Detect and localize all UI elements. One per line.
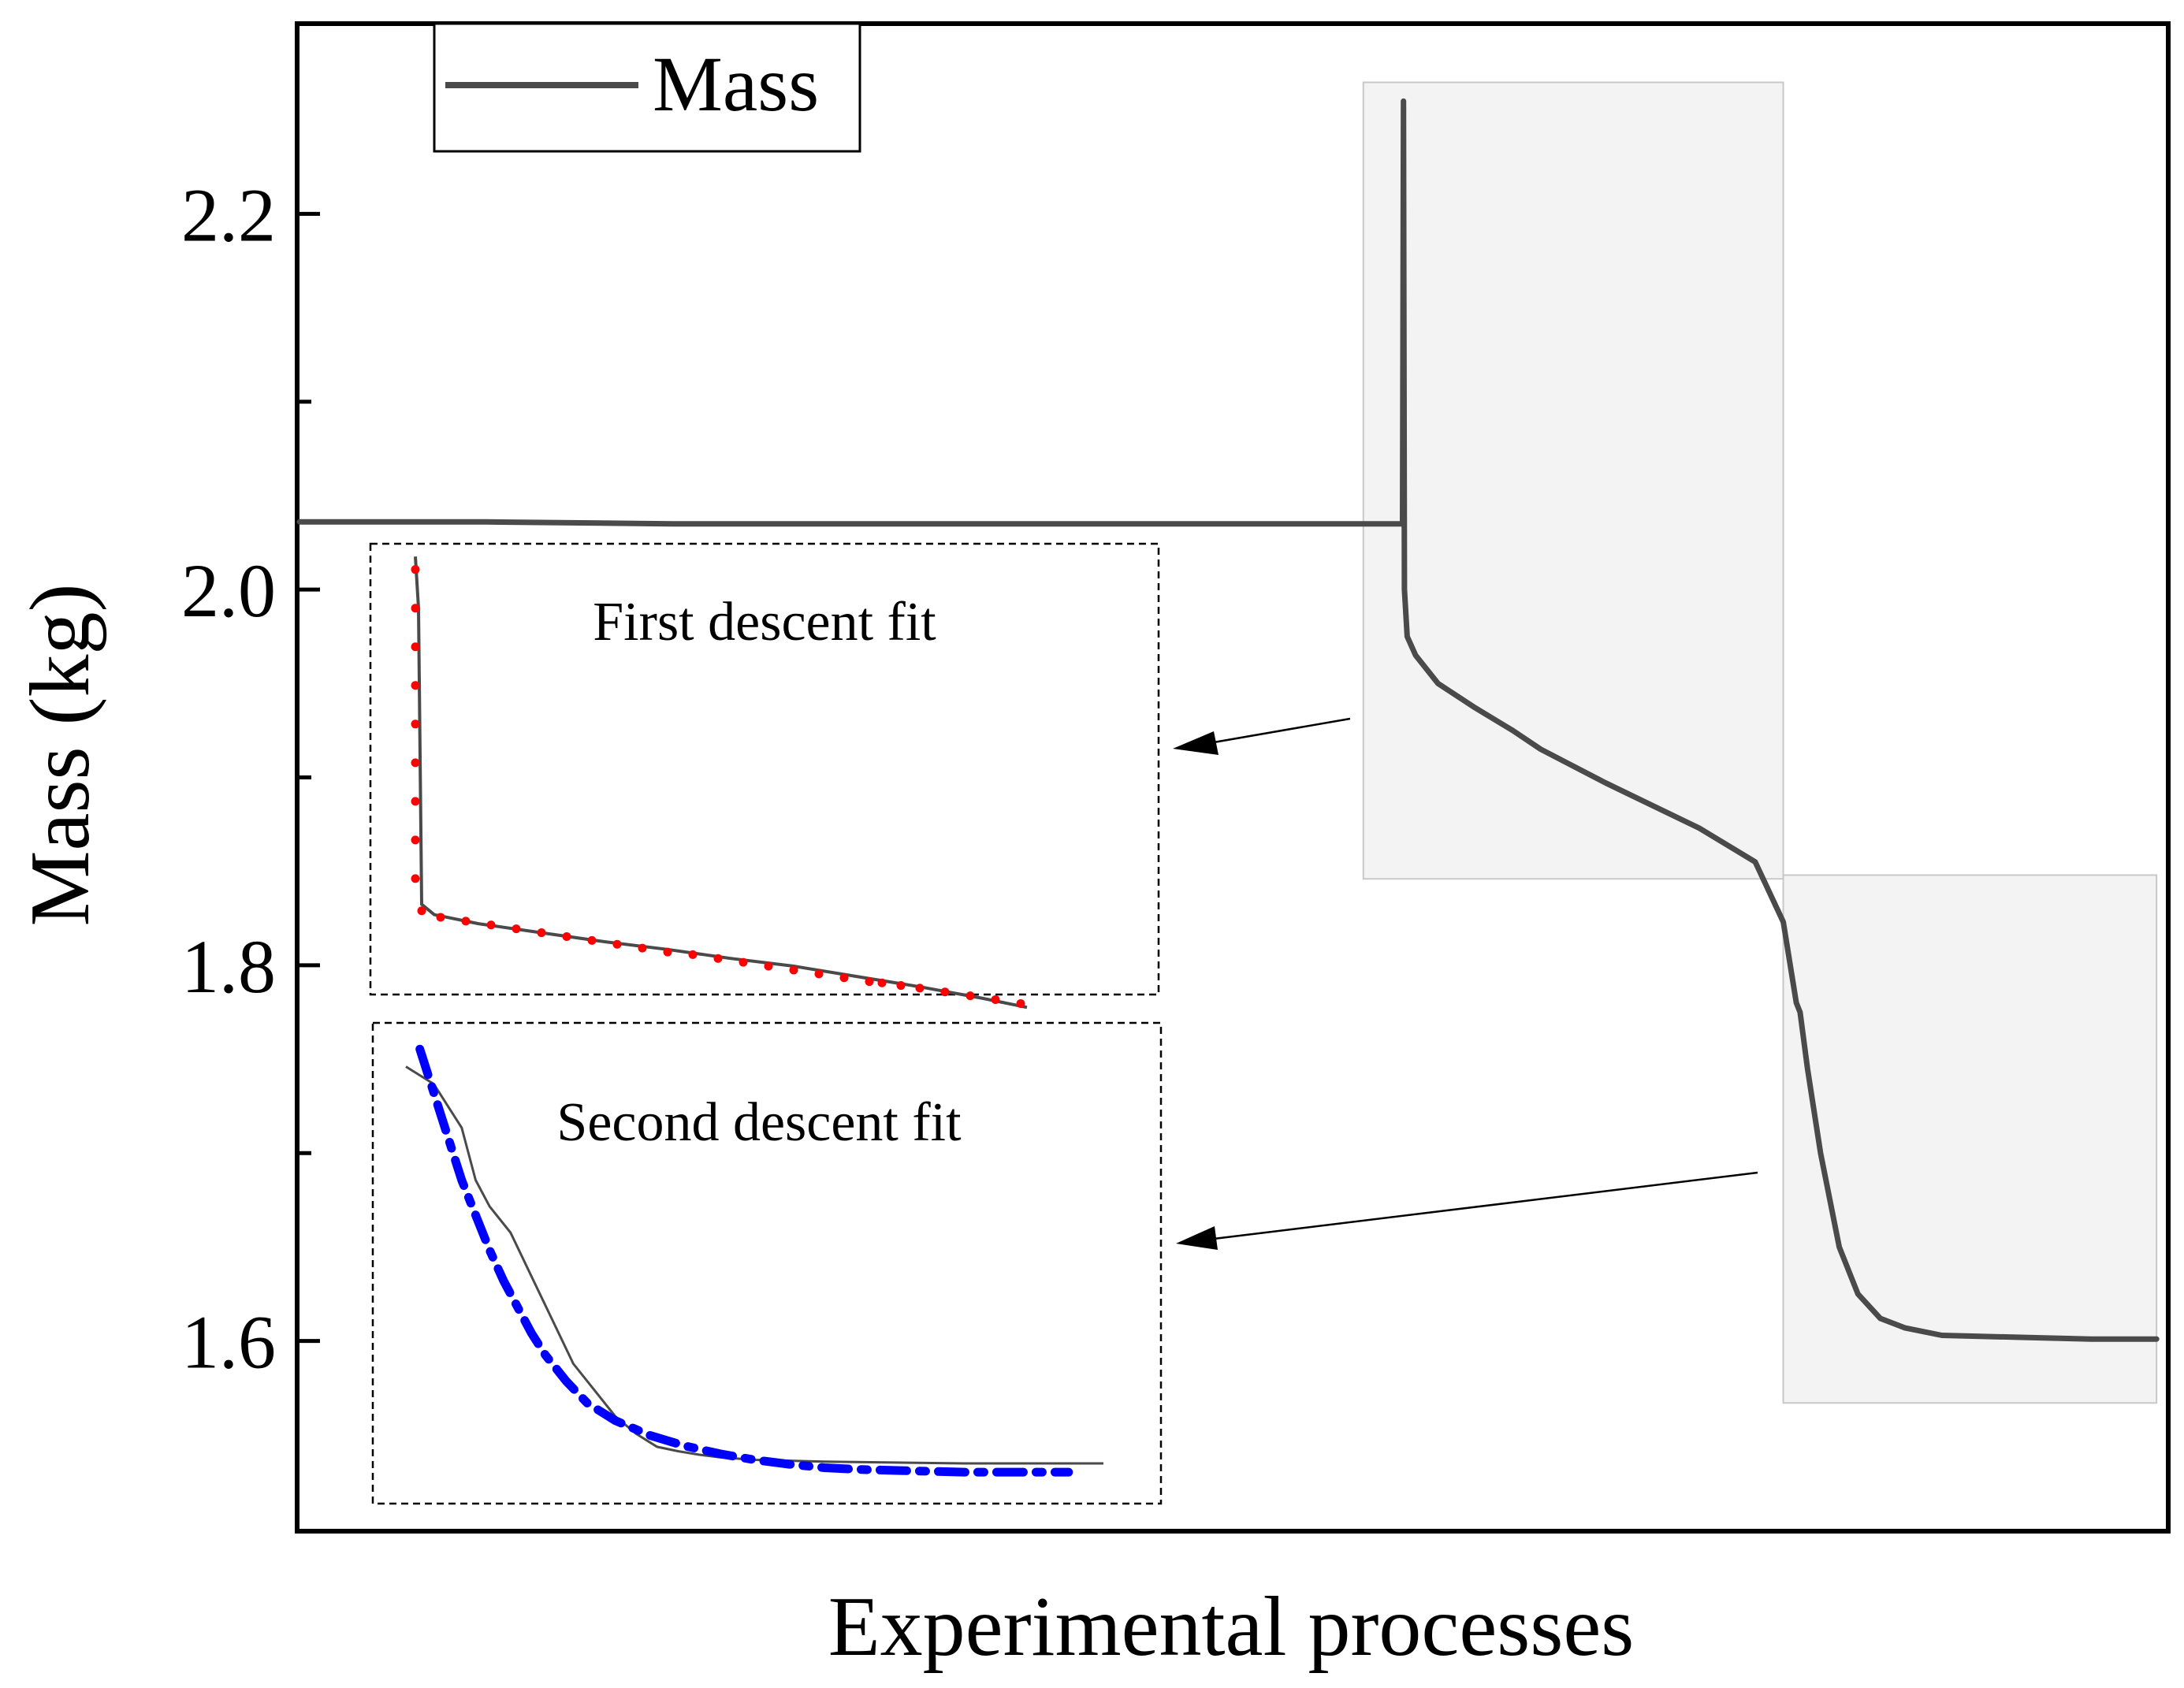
first-inset-fit-point bbox=[940, 987, 950, 997]
first-inset-fit-point bbox=[877, 978, 887, 987]
first-inset-fit-point bbox=[814, 969, 824, 979]
first-inset-frame bbox=[369, 542, 1160, 996]
first-inset-title: First descent fit bbox=[593, 592, 936, 653]
first-inset-fit-point bbox=[764, 961, 773, 971]
first-inset-fit-point bbox=[739, 957, 748, 967]
first-inset-fit-point bbox=[915, 983, 925, 993]
first-inset-measured-line bbox=[414, 556, 1028, 1009]
first-inset-fit-point bbox=[587, 935, 597, 945]
first-inset-fit-points bbox=[411, 565, 1025, 1008]
first-descent-region bbox=[1362, 81, 1784, 880]
legend: Mass bbox=[433, 22, 861, 153]
first-descent-inset: First descent fit bbox=[369, 542, 1160, 1009]
first-inset-fit-point bbox=[436, 913, 445, 922]
second-descent-inset: Second descent fit bbox=[371, 1021, 1163, 1505]
y-axis-label: Mass (kg) bbox=[13, 584, 107, 927]
first-inset-fit-point bbox=[789, 965, 798, 975]
first-inset-fit-point bbox=[865, 977, 874, 987]
first-inset-fit-point bbox=[411, 874, 420, 883]
first-inset-fit-point bbox=[411, 604, 420, 613]
first-inset-fit-point bbox=[562, 931, 571, 941]
arrow-to-second-inset bbox=[1176, 1171, 1758, 1250]
first-inset-fit-point bbox=[486, 920, 496, 930]
mass-series-line bbox=[296, 98, 2160, 1342]
first-inset-fit-point bbox=[411, 719, 420, 729]
first-inset-fit-point bbox=[411, 797, 420, 806]
first-inset-fit-point bbox=[896, 981, 906, 991]
first-inset-fit-point bbox=[411, 565, 420, 574]
y-tick-label: 2.0 bbox=[181, 548, 276, 633]
second-inset-frame bbox=[371, 1021, 1163, 1505]
y-axis: 1.6 1.8 2.0 2.2 bbox=[181, 173, 320, 1385]
second-descent-region bbox=[1782, 874, 2158, 1404]
first-inset-fit-point bbox=[612, 939, 622, 949]
first-inset-fit-point bbox=[839, 973, 849, 983]
first-inset-fit-point bbox=[537, 928, 546, 938]
highlight-regions bbox=[1362, 81, 2158, 1404]
first-inset-fit-point bbox=[965, 991, 975, 1001]
legend-mass-label: Mass bbox=[653, 40, 819, 128]
x-axis-label: Experimental processes bbox=[828, 1580, 1635, 1674]
y-tick-label: 2.2 bbox=[181, 173, 276, 257]
first-inset-fit-point bbox=[417, 906, 426, 916]
arrow-to-first-inset bbox=[1173, 717, 1351, 755]
first-inset-fit-point bbox=[461, 917, 471, 926]
first-inset-fit-point bbox=[991, 995, 1000, 1005]
y-tick-label: 1.6 bbox=[181, 1300, 276, 1385]
first-inset-fit-point bbox=[411, 835, 420, 845]
first-inset-fit-point bbox=[411, 642, 420, 652]
first-inset-fit-point bbox=[688, 950, 698, 959]
y-tick-label: 1.8 bbox=[181, 924, 276, 1009]
first-inset-fit-point bbox=[411, 758, 420, 768]
second-inset-title: Second descent fit bbox=[556, 1092, 962, 1153]
first-inset-fit-point bbox=[663, 947, 672, 957]
first-inset-fit-point bbox=[1016, 998, 1025, 1008]
first-inset-fit-point bbox=[512, 924, 521, 934]
second-inset-fit-line bbox=[415, 1044, 1073, 1477]
first-inset-fit-point bbox=[411, 681, 420, 690]
second-inset-measured-line bbox=[405, 1065, 1103, 1465]
first-inset-fit-point bbox=[713, 954, 723, 963]
plot-frame bbox=[295, 21, 2171, 1534]
first-inset-fit-point bbox=[638, 943, 647, 953]
